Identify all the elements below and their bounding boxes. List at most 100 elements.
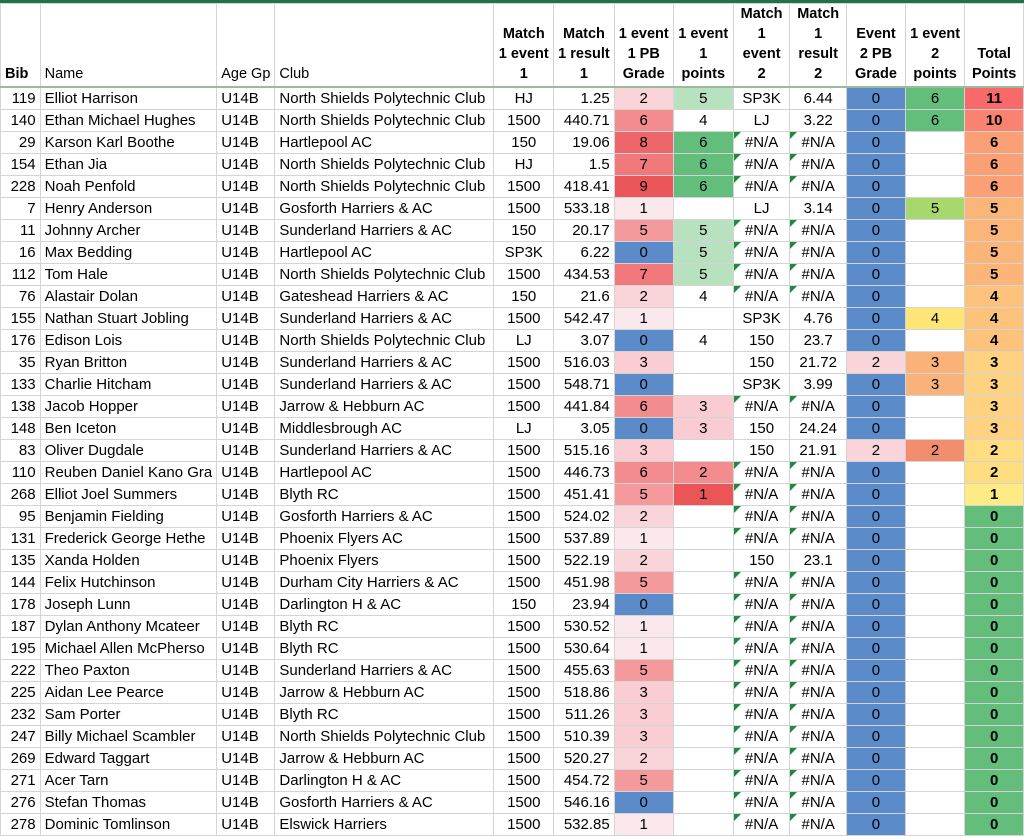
cell-event-1-points[interactable] [672,615,734,638]
cell-total-points[interactable]: 1 [964,483,1024,506]
cell-bib[interactable]: 148 [0,417,41,440]
cell-match-event-2[interactable]: #N/A [732,461,791,484]
cell-club[interactable]: Darlington H & AC [274,769,495,792]
cell-bib[interactable]: 195 [0,637,41,660]
cell-bib[interactable]: 144 [0,571,41,594]
cell-event-1-points[interactable] [672,527,734,550]
cell-event-1-points[interactable]: 6 [672,175,734,198]
cell-match-result-1[interactable]: 418.41 [553,175,615,198]
cell-match-event-2[interactable]: 150 [732,549,791,572]
cell-match-result-1[interactable]: 533.18 [553,197,615,220]
cell-match-result-1[interactable]: 542.47 [553,307,615,330]
cell-event-2-pb-grade[interactable]: 0 [845,593,906,616]
cell-bib[interactable]: 7 [0,197,41,220]
cell-event-1-points[interactable] [672,703,734,726]
cell-age-group[interactable]: U14B [216,637,276,660]
cell-club[interactable]: Blyth RC [274,637,495,660]
cell-match-event-2[interactable]: 150 [732,329,791,352]
cell-event-1-pb-grade[interactable]: 0 [613,417,674,440]
column-header-age-group[interactable]: Age Gp [216,3,276,88]
cell-name[interactable]: Ethan Michael Hughes [39,109,218,132]
cell-total-points[interactable]: 0 [964,769,1024,792]
cell-event-2-points[interactable] [904,219,966,242]
cell-match-result-2[interactable]: #N/A [789,571,847,594]
cell-club[interactable]: Gosforth Harriers & AC [274,505,495,528]
cell-event-1-pb-grade[interactable]: 3 [613,703,674,726]
cell-event-2-points[interactable] [904,791,966,814]
cell-total-points[interactable]: 6 [964,153,1024,176]
cell-bib[interactable]: 76 [0,285,41,308]
cell-name[interactable]: Felix Hutchinson [39,571,218,594]
cell-name[interactable]: Theo Paxton [39,659,218,682]
cell-bib[interactable]: 187 [0,615,41,638]
cell-match-result-1[interactable]: 451.41 [553,483,615,506]
cell-match-result-2[interactable]: 24.24 [789,417,847,440]
cell-age-group[interactable]: U14B [216,461,276,484]
cell-event-1-pb-grade[interactable]: 5 [613,219,674,242]
cell-event-1-points[interactable] [672,747,734,770]
cell-event-1-pb-grade[interactable]: 2 [613,747,674,770]
cell-bib[interactable]: 225 [0,681,41,704]
cell-total-points[interactable]: 3 [964,395,1024,418]
cell-match-event-1[interactable]: 1500 [493,571,555,594]
cell-event-1-pb-grade[interactable]: 6 [613,461,674,484]
cell-total-points[interactable]: 3 [964,417,1024,440]
cell-event-2-points[interactable] [904,153,966,176]
cell-match-event-1[interactable]: 1500 [493,527,555,550]
cell-bib[interactable]: 131 [0,527,41,550]
cell-event-2-pb-grade[interactable]: 0 [845,153,906,176]
cell-bib[interactable]: 138 [0,395,41,418]
cell-name[interactable]: Frederick George Hethe [39,527,218,550]
cell-event-2-pb-grade[interactable]: 0 [845,285,906,308]
cell-club[interactable]: Sunderland Harriers & AC [274,373,495,396]
cell-event-1-pb-grade[interactable]: 3 [613,351,674,374]
cell-event-1-pb-grade[interactable]: 5 [613,483,674,506]
cell-match-result-1[interactable]: 524.02 [553,505,615,528]
cell-event-2-points[interactable]: 3 [904,351,966,374]
cell-match-result-2[interactable]: #N/A [789,175,847,198]
cell-match-event-1[interactable]: 1500 [493,659,555,682]
cell-bib[interactable]: 29 [0,131,41,154]
cell-match-event-1[interactable]: HJ [493,153,555,176]
cell-event-2-points[interactable] [904,703,966,726]
cell-event-2-points[interactable]: 4 [904,307,966,330]
cell-match-result-1[interactable]: 520.27 [553,747,615,770]
cell-total-points[interactable]: 5 [964,219,1024,242]
cell-bib[interactable]: 83 [0,439,41,462]
cell-bib[interactable]: 155 [0,307,41,330]
cell-match-result-1[interactable]: 518.86 [553,681,615,704]
cell-event-1-points[interactable] [672,373,734,396]
cell-name[interactable]: Elliot Harrison [39,86,218,110]
cell-total-points[interactable]: 5 [964,197,1024,220]
cell-age-group[interactable]: U14B [216,813,276,836]
cell-name[interactable]: Ben Iceton [39,417,218,440]
cell-event-1-pb-grade[interactable]: 9 [613,175,674,198]
cell-event-1-points[interactable] [672,593,734,616]
cell-event-2-points[interactable] [904,329,966,352]
cell-club[interactable]: Gosforth Harriers & AC [274,197,495,220]
cell-event-1-points[interactable]: 6 [672,153,734,176]
cell-event-2-points[interactable] [904,637,966,660]
cell-match-event-1[interactable]: 1500 [493,703,555,726]
cell-name[interactable]: Aidan Lee Pearce [39,681,218,704]
cell-total-points[interactable]: 0 [964,813,1024,836]
cell-event-2-points[interactable] [904,593,966,616]
cell-club[interactable]: Hartlepool AC [274,241,495,264]
cell-total-points[interactable]: 11 [964,86,1024,110]
cell-age-group[interactable]: U14B [216,109,276,132]
cell-match-result-1[interactable]: 441.84 [553,395,615,418]
cell-event-2-points[interactable]: 2 [904,439,966,462]
cell-match-result-1[interactable]: 434.53 [553,263,615,286]
cell-age-group[interactable]: U14B [216,593,276,616]
cell-name[interactable]: Tom Hale [39,263,218,286]
cell-age-group[interactable]: U14B [216,197,276,220]
cell-match-event-2[interactable]: 150 [732,351,791,374]
cell-match-result-2[interactable]: #N/A [789,791,847,814]
cell-club[interactable]: North Shields Polytechnic Club [274,263,495,286]
cell-bib[interactable]: 154 [0,153,41,176]
cell-event-1-pb-grade[interactable]: 3 [613,439,674,462]
cell-match-result-2[interactable]: 23.1 [789,549,847,572]
cell-bib[interactable]: 110 [0,461,41,484]
cell-bib[interactable]: 140 [0,109,41,132]
cell-age-group[interactable]: U14B [216,417,276,440]
